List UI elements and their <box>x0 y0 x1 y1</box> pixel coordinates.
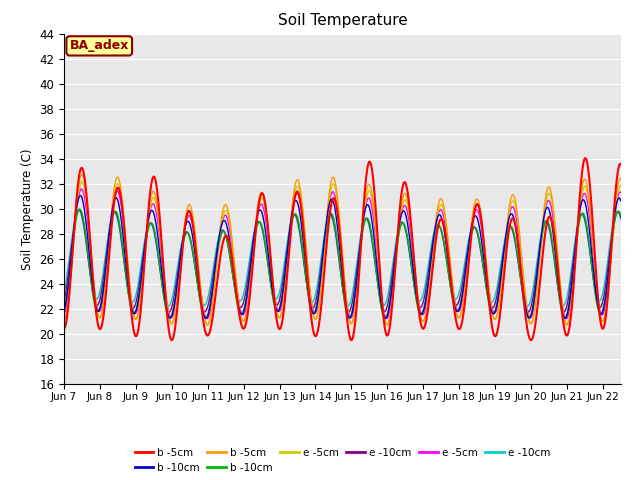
b -5cm <box>527 337 535 343</box>
e -5cm <box>532 300 540 306</box>
b -10cm <box>93 307 100 313</box>
Line: e -5cm: e -5cm <box>64 189 621 319</box>
Line: e -10cm: e -10cm <box>64 210 621 306</box>
e -5cm <box>598 318 605 324</box>
b -5cm <box>426 277 434 283</box>
b -5cm <box>346 333 353 339</box>
b -5cm <box>532 321 540 327</box>
b -10cm <box>76 192 84 198</box>
e -5cm <box>77 186 85 192</box>
Line: b -5cm: b -5cm <box>64 175 621 325</box>
e -5cm <box>598 312 605 318</box>
Line: b -5cm: b -5cm <box>64 158 621 340</box>
e -10cm <box>426 259 434 264</box>
e -5cm <box>383 322 391 328</box>
e -5cm <box>617 190 625 195</box>
e -10cm <box>346 308 354 314</box>
b -10cm <box>426 266 434 272</box>
b -5cm <box>60 318 68 324</box>
Line: e -5cm: e -5cm <box>64 181 621 325</box>
b -5cm <box>532 300 540 305</box>
e -5cm <box>93 307 100 312</box>
b -5cm <box>598 318 605 324</box>
e -10cm <box>426 250 434 256</box>
Text: BA_adex: BA_adex <box>70 39 129 52</box>
e -10cm <box>598 294 605 300</box>
b -5cm <box>617 176 625 181</box>
e -5cm <box>426 279 434 285</box>
e -10cm <box>524 309 532 315</box>
b -5cm <box>78 172 86 178</box>
b -5cm <box>563 322 570 328</box>
e -10cm <box>93 296 100 302</box>
b -5cm <box>409 240 417 246</box>
e -10cm <box>93 302 100 308</box>
e -10cm <box>598 302 605 308</box>
b -10cm <box>617 198 625 204</box>
b -5cm <box>582 155 589 161</box>
Legend: b -5cm, b -10cm, b -5cm, b -10cm, e -5cm, e -10cm, e -5cm, e -10cm: b -5cm, b -10cm, b -5cm, b -10cm, e -5cm… <box>131 444 554 477</box>
e -10cm <box>617 216 625 222</box>
Line: b -10cm: b -10cm <box>64 209 621 318</box>
b -10cm <box>60 307 68 312</box>
Title: Soil Temperature: Soil Temperature <box>278 13 407 28</box>
b -5cm <box>93 314 100 320</box>
e -5cm <box>60 312 68 317</box>
b -10cm <box>410 276 417 282</box>
b -5cm <box>93 307 100 313</box>
b -10cm <box>426 264 434 270</box>
b -10cm <box>346 315 354 321</box>
b -10cm <box>598 310 605 315</box>
e -5cm <box>346 318 354 324</box>
b -10cm <box>93 308 100 314</box>
b -10cm <box>166 315 173 321</box>
Y-axis label: Soil Temperature (C): Soil Temperature (C) <box>20 148 34 270</box>
e -10cm <box>344 303 352 309</box>
Line: e -10cm: e -10cm <box>64 209 621 312</box>
b -10cm <box>598 311 605 317</box>
b -10cm <box>532 284 540 290</box>
e -10cm <box>346 300 354 306</box>
e -5cm <box>346 313 354 319</box>
b -10cm <box>617 213 625 218</box>
e -10cm <box>532 276 540 282</box>
e -10cm <box>60 299 68 304</box>
b -5cm <box>426 293 433 299</box>
b -10cm <box>76 206 84 212</box>
b -10cm <box>561 315 569 321</box>
e -5cm <box>78 179 86 184</box>
e -5cm <box>426 272 434 278</box>
e -10cm <box>76 206 83 212</box>
b -5cm <box>409 244 417 250</box>
e -5cm <box>617 182 625 188</box>
b -5cm <box>346 319 354 324</box>
b -5cm <box>60 326 68 332</box>
b -10cm <box>409 264 417 270</box>
e -5cm <box>383 316 390 322</box>
e -10cm <box>75 207 83 213</box>
Line: b -10cm: b -10cm <box>64 195 621 318</box>
e -10cm <box>617 215 625 220</box>
b -5cm <box>617 161 625 167</box>
e -5cm <box>410 253 417 259</box>
e -5cm <box>532 292 540 298</box>
e -10cm <box>60 290 68 296</box>
e -10cm <box>532 268 540 274</box>
b -10cm <box>346 315 354 321</box>
e -10cm <box>410 275 417 281</box>
b -10cm <box>60 309 68 314</box>
b -10cm <box>532 287 540 293</box>
e -5cm <box>410 249 417 254</box>
e -10cm <box>409 274 417 280</box>
e -5cm <box>93 303 100 309</box>
b -5cm <box>598 324 605 330</box>
e -5cm <box>60 318 68 324</box>
